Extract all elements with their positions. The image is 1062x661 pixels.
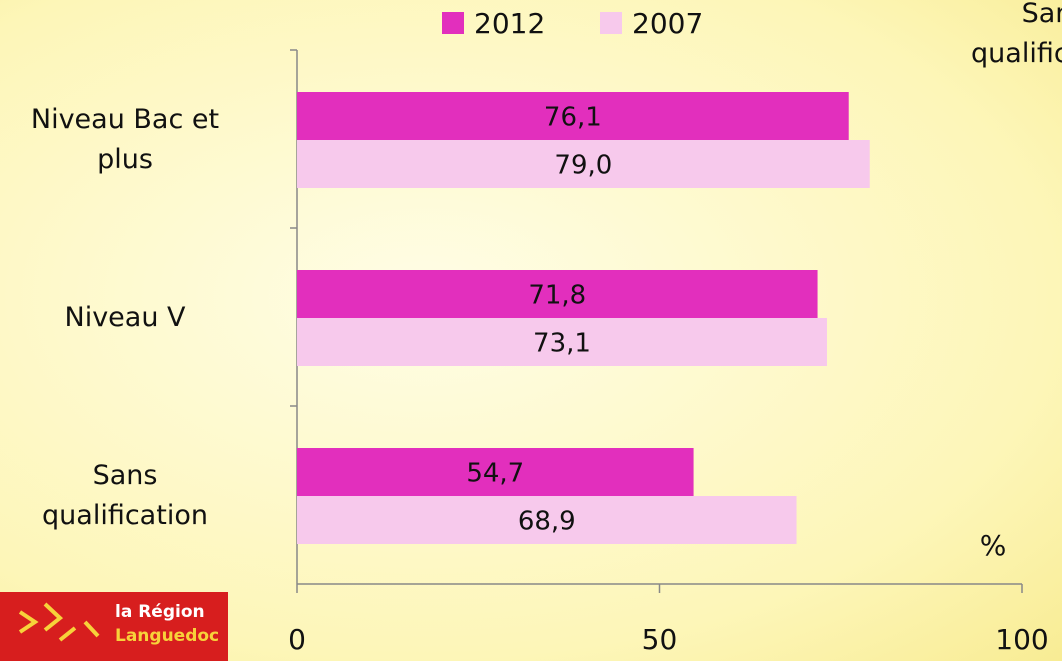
unit-label: % [980,529,1007,562]
bar [297,270,818,318]
legend-swatch [600,12,622,34]
legend-label: 2007 [632,7,703,40]
category-label: Niveau V [64,302,186,333]
legend-swatch [442,12,464,34]
bar [297,318,827,366]
legend-label: 2012 [474,7,545,40]
logo-text: la Région [115,602,205,622]
category-label: Sans qualification [42,460,208,531]
x-tick-label: 0 [288,623,306,656]
logo-text: Languedoc [115,626,219,646]
value-label: 71,8 [528,281,586,311]
logo-icon [18,602,100,642]
x-tick-label: 50 [642,623,678,656]
bar [297,140,870,188]
value-label: 79,0 [554,151,612,181]
bar [297,92,849,140]
category-label: Niveau Bac et plus [30,104,220,175]
bar [297,448,694,496]
side-text: Sans qualification [971,0,1062,69]
x-tick-label: 100 [995,623,1048,656]
value-label: 76,1 [544,103,602,133]
logo-box [0,592,228,661]
bar [297,496,797,544]
value-label: 68,9 [518,507,576,537]
value-label: 54,7 [466,459,524,489]
value-label: 73,1 [533,329,591,359]
